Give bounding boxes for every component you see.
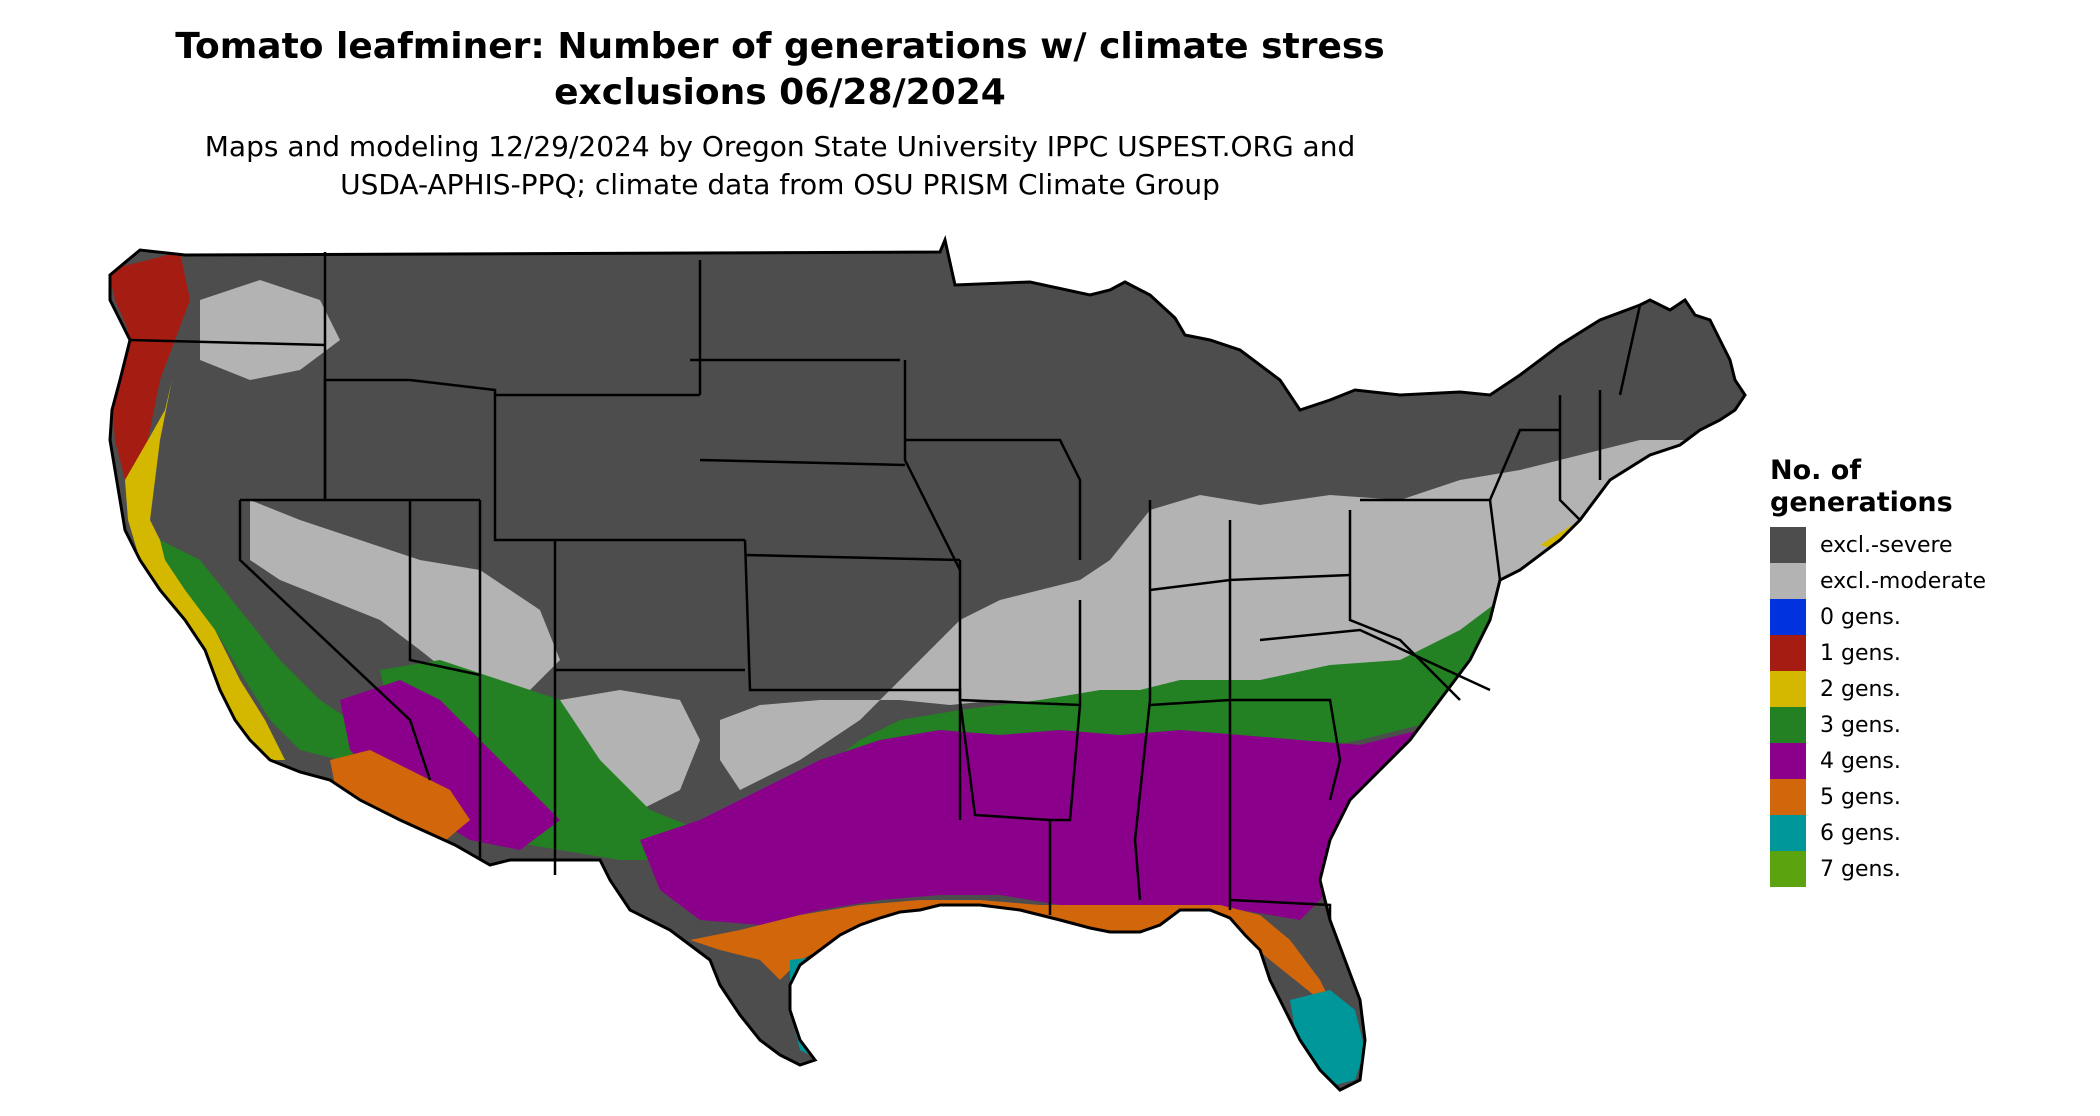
legend-item: 0 gens. xyxy=(1770,599,2080,635)
region-6-gen-fl xyxy=(1290,990,1365,1085)
legend-swatch xyxy=(1770,635,1806,671)
region-excl-moderate-east xyxy=(720,440,1720,790)
legend-label: 4 gens. xyxy=(1820,748,1901,774)
legend: No. of generations excl.-severe excl.-mo… xyxy=(1770,455,2080,887)
legend-item: excl.-severe xyxy=(1770,527,2080,563)
legend-item: 4 gens. xyxy=(1770,743,2080,779)
legend-item: excl.-moderate xyxy=(1770,563,2080,599)
legend-label: 7 gens. xyxy=(1820,856,1901,882)
legend-label: 6 gens. xyxy=(1820,820,1901,846)
legend-swatch xyxy=(1770,779,1806,815)
legend-swatch xyxy=(1770,527,1806,563)
region-5-gen-az xyxy=(330,750,470,845)
legend-item: 6 gens. xyxy=(1770,815,2080,851)
legend-item: 7 gens. xyxy=(1770,851,2080,887)
legend-item: 5 gens. xyxy=(1770,779,2080,815)
us-outline xyxy=(108,235,1747,1092)
region-1-gen xyxy=(110,252,190,480)
legend-label: excl.-moderate xyxy=(1820,568,1986,594)
map-subtitle: Maps and modeling 12/29/2024 by Oregon S… xyxy=(150,128,1410,204)
region-4-gen-az xyxy=(340,680,560,850)
legend-swatch xyxy=(1770,563,1806,599)
legend-label: excl.-severe xyxy=(1820,532,1953,558)
legend-swatch xyxy=(1770,599,1806,635)
legend-title-line-2: generations xyxy=(1770,487,1953,518)
region-3-gen-ca xyxy=(160,540,380,760)
legend-item: 2 gens. xyxy=(1770,671,2080,707)
subtitle-line-1: Maps and modeling 12/29/2024 by Oregon S… xyxy=(204,130,1356,163)
legend-title: No. of generations xyxy=(1770,455,2080,519)
legend-swatch xyxy=(1770,851,1806,887)
legend-title-line-1: No. of xyxy=(1770,455,1862,486)
subtitle-line-2: USDA-APHIS-PPQ; climate data from OSU PR… xyxy=(340,168,1220,201)
legend-swatch xyxy=(1770,815,1806,851)
title-line-1: Tomato leafminer: Number of generations … xyxy=(175,26,1385,67)
legend-label: 0 gens. xyxy=(1820,604,1901,630)
legend-label: 2 gens. xyxy=(1820,676,1901,702)
region-2-gen-coast xyxy=(125,380,285,760)
legend-swatch xyxy=(1770,671,1806,707)
legend-label: 1 gens. xyxy=(1820,640,1901,666)
legend-item: 3 gens. xyxy=(1770,707,2080,743)
legend-swatch xyxy=(1770,743,1806,779)
region-6-gen-tx xyxy=(790,955,870,1065)
legend-label: 3 gens. xyxy=(1820,712,1901,738)
legend-item: 1 gens. xyxy=(1770,635,2080,671)
title-line-2: exclusions 06/28/2024 xyxy=(554,72,1006,113)
legend-swatch xyxy=(1770,707,1806,743)
region-excl-moderate-nw xyxy=(200,280,340,380)
region-excl-moderate-great-basin xyxy=(250,500,560,700)
legend-label: 5 gens. xyxy=(1820,784,1901,810)
map-title: Tomato leafminer: Number of generations … xyxy=(150,24,1410,116)
state-borders xyxy=(129,252,1642,920)
region-4-gen xyxy=(640,690,1490,925)
